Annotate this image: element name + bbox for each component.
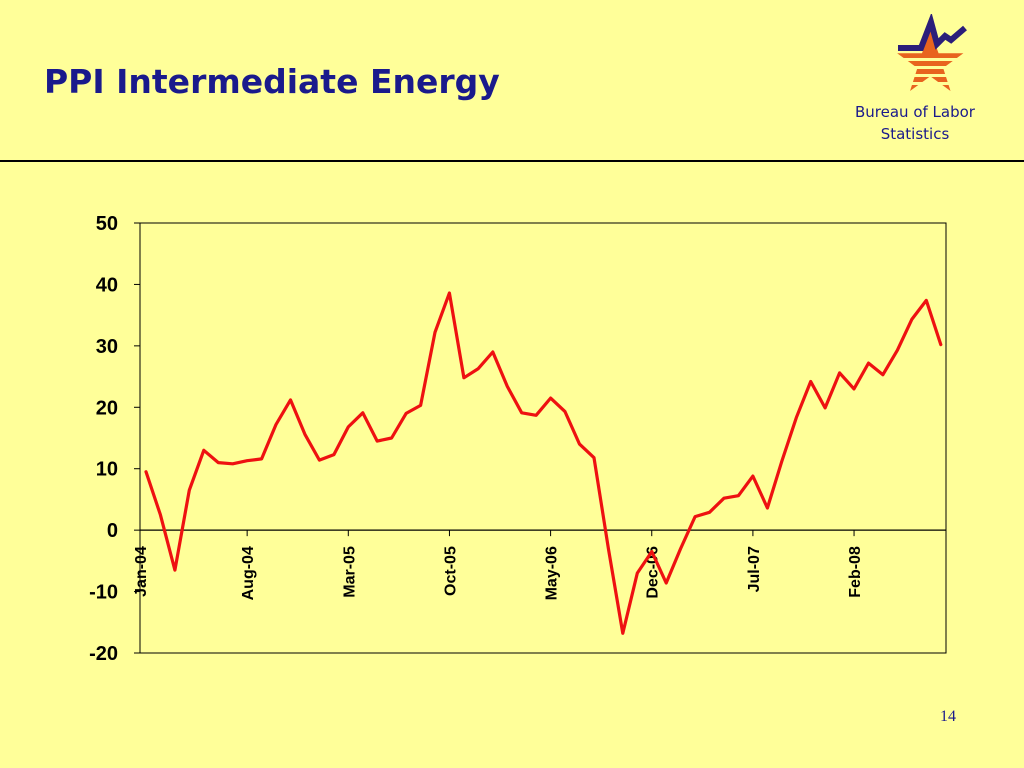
x-tick-label: Jan-04 (133, 546, 150, 597)
x-tick-label: Oct-05 (442, 546, 459, 596)
bls-star-chart-icon (897, 12, 967, 91)
y-tick-label: 50 (96, 213, 118, 235)
slide-title: PPI Intermediate Energy (44, 62, 500, 101)
y-tick-label: 0 (107, 520, 118, 542)
y-tick-label: 30 (96, 336, 118, 358)
x-tick-label: Jul-07 (746, 546, 763, 592)
org-name-line2: Statistics (880, 125, 950, 143)
org-name: Bureau of Labor Statistics (840, 101, 990, 145)
bls-logo (893, 12, 973, 99)
y-axis: 50 40 30 20 10 0 -10 -20 (89, 213, 947, 665)
series-layer (144, 291, 943, 635)
x-axis: Jan-04 Aug-04 Mar-05 Oct-05 May-06 Dec-06 Jul-… (133, 529, 946, 600)
x-tick-label: May-06 (544, 546, 561, 600)
series-line (144, 291, 943, 635)
y-tick-label: -10 (89, 582, 118, 604)
page-number: 14 (940, 708, 956, 725)
x-tick-label: Mar-05 (341, 546, 358, 598)
y-tick-label: 20 (96, 397, 118, 419)
y-tick-label: 40 (96, 274, 118, 296)
y-tick-label: -20 (89, 643, 118, 665)
x-tick-label: Feb-08 (847, 546, 864, 598)
x-tick-label: Aug-04 (240, 546, 257, 600)
header-divider (0, 160, 1024, 162)
plot-area-border (139, 222, 947, 654)
x-tick-label: Dec-06 (645, 546, 662, 599)
y-tick-label: 10 (96, 459, 118, 481)
org-name-line1: Bureau of Labor (855, 103, 975, 121)
